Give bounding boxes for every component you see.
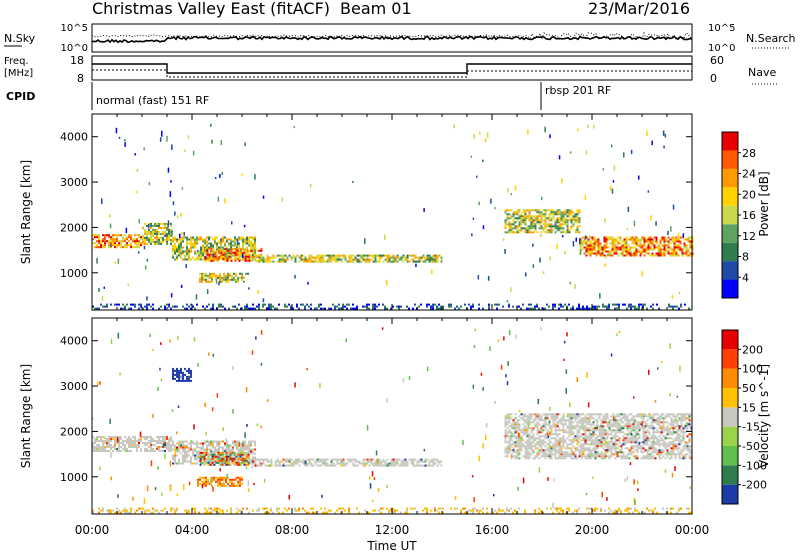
colorbar-swatch	[722, 465, 738, 485]
power-colorbar: 28 24 20 16 12 8 4 Power [dB]	[721, 131, 771, 299]
velocity-colorbar: 200 100 50 15 -15 -50 -100 -200 Velocity [m s^-…	[721, 329, 771, 505]
colorbar-swatch	[722, 168, 738, 188]
colorbar-swatch	[722, 150, 738, 169]
colorbar-swatch	[722, 368, 738, 388]
time-tick-label: 00:00	[675, 523, 710, 537]
colorbar-tick-label: 8	[742, 251, 749, 264]
date-label: 23/Mar/2016	[588, 0, 690, 18]
colorbar-tick-label: 100	[742, 363, 763, 376]
nsky-tick-low: 10^0	[61, 43, 88, 54]
colorbar-swatch	[722, 330, 738, 350]
colorbar-swatch	[722, 242, 738, 262]
colorbar-swatch	[722, 426, 738, 446]
colorbar-swatch	[722, 224, 738, 243]
ytick-label: 3000	[60, 176, 88, 189]
colorbar-swatch	[722, 484, 738, 504]
colorbar-swatch	[722, 187, 738, 206]
colorbar-tick-label: -200	[742, 479, 767, 492]
colorbar-swatch	[722, 205, 738, 225]
colorbar-tick-label: -15	[742, 421, 760, 434]
freq-tick-low: 8	[77, 72, 84, 85]
nave-trace	[92, 69, 692, 78]
colorbar-swatch	[722, 279, 738, 298]
freq-unit: [MHz]	[4, 68, 33, 79]
time-tick-label: 04:00	[175, 523, 210, 537]
time-axis-title: Time UT	[366, 539, 417, 553]
colorbar-tick-label: 12	[742, 230, 756, 243]
nsearch-tick-low: 10^0	[708, 43, 735, 54]
colorbar-tick-label: 4	[742, 271, 749, 284]
colorbar-tick-label: 50	[742, 382, 756, 395]
ytick-label: 1000	[60, 471, 88, 484]
power-ylabel: Slant Range [km]	[19, 160, 33, 264]
colorbar-tick-label: 15	[742, 401, 756, 414]
colorbar-swatch	[722, 446, 738, 466]
colorbar-tick-label: 24	[742, 168, 756, 181]
time-tick-label: 12:00	[375, 523, 410, 537]
ytick-label: 4000	[60, 131, 88, 144]
freq-tick-high: 18	[70, 54, 84, 67]
colorbar-tick-label: 16	[742, 209, 756, 222]
colorbar-swatch	[722, 388, 738, 408]
noise-sky-trace	[91, 35, 693, 44]
velocity-pixels	[92, 327, 693, 514]
nsearch-label: N.Search	[746, 32, 796, 45]
nave-tick-high: 60	[710, 54, 724, 67]
cpid-segment-1: normal (fast) 151 RF	[96, 94, 209, 107]
power-pixels	[92, 123, 694, 310]
time-tick-label: 00:00	[75, 523, 110, 537]
colorbar-swatch	[722, 261, 738, 280]
colorbar-swatch	[722, 132, 738, 151]
cpid-strip: CPID normal (fast) 151 RF rbsp 201 RF	[6, 82, 611, 110]
ytick-label: 2000	[60, 221, 88, 234]
freq-panel: Freq. [MHz] 18 8 60 0 Nave	[4, 54, 778, 85]
time-tick-label: 20:00	[575, 523, 610, 537]
colorbar-tick-label: 28	[742, 147, 756, 160]
cpid-label: CPID	[6, 90, 35, 103]
time-axis-labels: 00:00 04:00 08:00 12:00 16:00 20:00 00:00	[75, 523, 710, 537]
nsearch-tick-high: 10^5	[708, 23, 735, 34]
ytick-label: 1000	[60, 267, 88, 280]
ytick-label: 2000	[60, 425, 88, 438]
site-title: Christmas Valley East (fitACF)	[92, 0, 330, 18]
nave-label: Nave	[748, 66, 776, 79]
velocity-colorbar-label: Velocity [m s^-1]	[757, 364, 771, 468]
beam-label: Beam 01	[340, 0, 412, 18]
colorbar-tick-label: -100	[742, 459, 767, 472]
colorbar-tick-label: -50	[742, 440, 760, 453]
power-panel: 1000 2000 3000 4000 Slant Range [km]	[19, 113, 694, 311]
frequency-trace	[92, 63, 692, 74]
time-tick-label: 08:00	[275, 523, 310, 537]
colorbar-swatch	[722, 407, 738, 427]
velocity-ylabel: Slant Range [km]	[19, 364, 33, 468]
noise-search-trace	[91, 31, 693, 41]
freq-label: Freq.	[4, 56, 29, 67]
nave-tick-low: 0	[710, 72, 717, 85]
colorbar-swatch	[722, 349, 738, 369]
noise-panel: N.Sky 10^5 10^0 10^5 10^0 N.Search	[4, 23, 796, 54]
power-colorbar-label: Power [dB]	[757, 171, 771, 236]
colorbar-tick-label: 20	[742, 188, 756, 201]
time-tick-label: 16:00	[475, 523, 510, 537]
nsky-label: N.Sky	[4, 32, 36, 45]
ytick-label: 4000	[60, 335, 88, 348]
ytick-label: 3000	[60, 380, 88, 393]
cpid-segment-2: rbsp 201 RF	[545, 84, 611, 97]
nsky-tick-high: 10^5	[61, 23, 88, 34]
velocity-panel: 1000 2000 3000 4000 Slant Range [km]	[19, 317, 693, 515]
colorbar-tick-label: 200	[742, 343, 763, 356]
